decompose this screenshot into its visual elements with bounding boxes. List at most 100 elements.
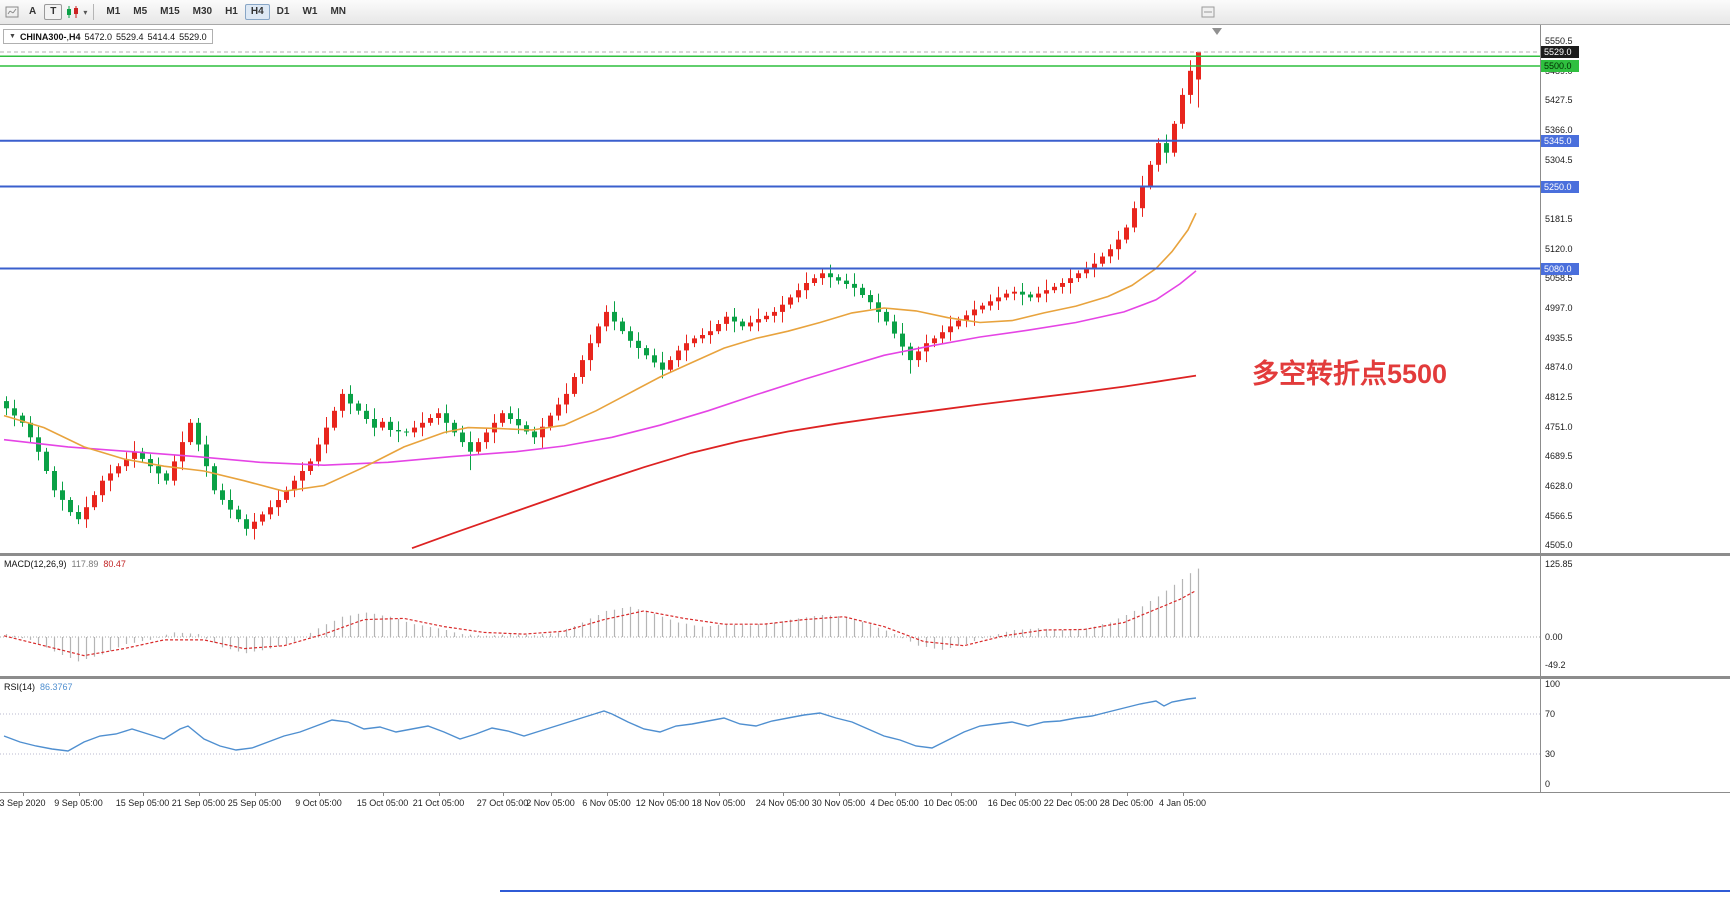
price-tick-label: 5366.0 — [1545, 125, 1573, 136]
indicators-icon[interactable] — [64, 5, 83, 19]
timeframe-button-m15[interactable]: M15 — [160, 6, 180, 17]
time-tick — [1070, 793, 1072, 796]
rsi-axis-label: 100 — [1545, 678, 1561, 689]
price-marker-label: 5080.0 — [1541, 262, 1579, 275]
time-tick — [382, 793, 384, 796]
macd-signal-line — [3, 590, 1197, 657]
chevron-down-icon[interactable]: ▾ — [83, 7, 88, 17]
timeframe-button-mn[interactable]: MN — [330, 6, 347, 17]
rsi-value: 86.3767 — [40, 682, 73, 692]
timeframe-button-h4[interactable]: H4 — [244, 4, 270, 20]
price-tick-label: 5058.5 — [1545, 273, 1573, 284]
time-axis[interactable]: 3 Sep 2020 9 Sep 05:00 15 Sep 05:00 21 Sep … — [0, 792, 1730, 813]
timeframe-button-m5[interactable]: M5 — [133, 6, 148, 17]
time-tick — [838, 793, 840, 796]
macd-histogram — [5, 568, 1200, 662]
time-tick — [950, 793, 952, 796]
time-label: 15 Sep 05:00 — [115, 798, 170, 808]
main-chart-canvas[interactable] — [0, 25, 1540, 553]
timeframe-button-m1[interactable]: M1 — [106, 6, 121, 17]
ma-fast-line — [3, 212, 1197, 493]
timeframe-button-d1[interactable]: D1 — [276, 6, 290, 17]
timeframe-button-h1[interactable]: H1 — [225, 6, 238, 17]
rsi-canvas[interactable] — [0, 679, 1540, 792]
time-tick — [142, 793, 144, 796]
time-label: 25 Sep 05:00 — [227, 798, 282, 808]
time-label: 10 Dec 05:00 — [923, 798, 978, 808]
time-tick — [718, 793, 720, 796]
price-tick-label: 5120.0 — [1545, 243, 1573, 254]
price-tick-label: 5550.5 — [1545, 36, 1573, 47]
price-marker-label: 5250.0 — [1541, 180, 1579, 193]
time-tick — [1126, 793, 1128, 796]
time-tick — [1014, 793, 1016, 796]
time-tick — [78, 793, 80, 796]
time-tick — [438, 793, 440, 796]
text-tool-button[interactable]: T — [44, 4, 63, 20]
ohlc-open: 5472.0 — [84, 31, 113, 42]
time-label: 3 Sep 2020 — [0, 798, 46, 808]
time-label: 4 Dec 05:00 — [870, 798, 919, 808]
price-tick-label: 4874.0 — [1545, 362, 1573, 373]
time-label: 21 Sep 05:00 — [171, 798, 226, 808]
price-marker-label: 5500.0 — [1541, 59, 1579, 72]
time-label: 27 Oct 05:00 — [476, 798, 529, 808]
time-label: 30 Nov 05:00 — [811, 798, 866, 808]
macd-label: MACD(12,26,9) — [4, 559, 67, 569]
collapse-arrow-icon[interactable]: ▼ — [9, 33, 16, 40]
time-tick — [782, 793, 784, 796]
time-label: 18 Nov 05:00 — [691, 798, 746, 808]
price-tick-label: 5304.5 — [1545, 154, 1573, 165]
time-label: 28 Dec 05:00 — [1099, 798, 1154, 808]
time-label: 12 Nov 05:00 — [635, 798, 690, 808]
symbol-name: CHINA300-,H4 — [19, 31, 81, 42]
price-tick-label: 4812.5 — [1545, 391, 1573, 402]
time-label: 6 Nov 05:00 — [582, 798, 631, 808]
window-bottom-border — [500, 890, 1730, 892]
symbol-info-box[interactable]: ▼ CHINA300-,H4 5472.0 5529.4 5414.4 5529… — [3, 29, 213, 44]
price-marker-label: 5529.0 — [1541, 46, 1579, 58]
chart-annotation[interactable]: 多空转折点5500 — [1252, 359, 1448, 389]
cursor-tool-button[interactable]: A — [29, 6, 37, 17]
time-tick — [1182, 793, 1184, 796]
time-label: 9 Oct 05:00 — [295, 798, 342, 808]
time-tick — [662, 793, 664, 796]
toolbar-extra-icon[interactable] — [1199, 6, 1217, 18]
macd-canvas[interactable] — [0, 556, 1540, 676]
time-tick — [198, 793, 200, 796]
chart-grip-icon[interactable] — [3, 5, 21, 19]
price-tick-label: 4997.0 — [1545, 303, 1573, 314]
time-label: 9 Sep 05:00 — [54, 798, 103, 808]
time-tick — [550, 793, 552, 796]
rsi-axis-label: 0 — [1545, 778, 1551, 789]
price-tick-label: 4628.0 — [1545, 480, 1573, 491]
price-axis-border — [1540, 25, 1541, 812]
time-tick — [606, 793, 608, 796]
rsi-axis-label: 70 — [1545, 708, 1556, 719]
price-tick-label: 4689.5 — [1545, 451, 1573, 462]
timeframe-button-m30[interactable]: M30 — [192, 6, 213, 17]
rsi-header: RSI(14) 86.3767 — [4, 682, 73, 692]
macd-axis-label: 125.85 — [1545, 558, 1573, 569]
price-tick-label: 4505.0 — [1545, 540, 1573, 551]
macd-header: MACD(12,26,9) 117.89 80.47 — [4, 559, 126, 569]
rsi-label: RSI(14) — [4, 682, 36, 692]
ma-slow-line — [411, 374, 1197, 550]
candles-layer — [4, 52, 1201, 540]
time-label: 16 Dec 05:00 — [987, 798, 1042, 808]
time-tick — [22, 793, 24, 796]
macd-axis-label: -49.2 — [1545, 660, 1566, 671]
panel-separator-rsi[interactable] — [0, 676, 1730, 679]
time-tick — [318, 793, 320, 796]
price-tick-label: 4566.5 — [1545, 510, 1573, 521]
time-label: 24 Nov 05:00 — [755, 798, 810, 808]
time-tick — [254, 793, 256, 796]
shift-marker-icon[interactable] — [1212, 28, 1222, 35]
toolbar-separator — [93, 4, 95, 20]
time-label: 4 Jan 05:00 — [1158, 798, 1207, 808]
timeframe-button-w1[interactable]: W1 — [302, 6, 318, 17]
toolbar: A T ▾ M1 M5 M15 M30 H1 H4 D1 W1 MN — [0, 0, 1730, 25]
price-tick-label: 4935.5 — [1545, 332, 1573, 343]
panel-separator-macd[interactable] — [0, 553, 1730, 556]
